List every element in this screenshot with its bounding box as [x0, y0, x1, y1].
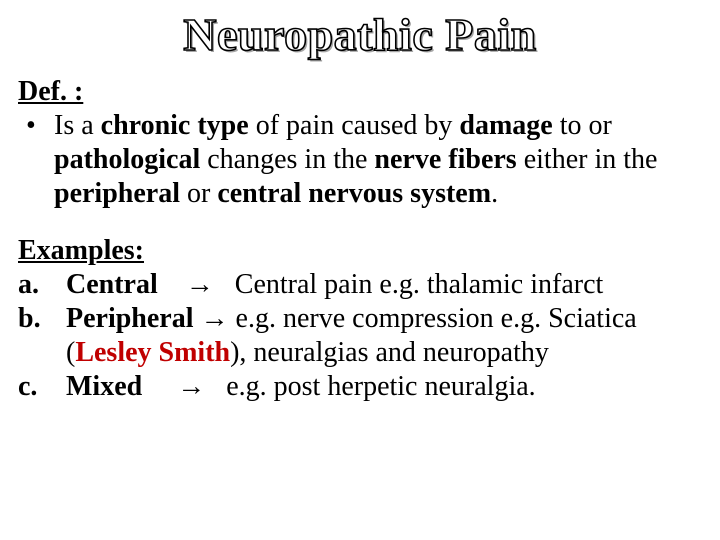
example-category: Mixed [66, 371, 142, 402]
example-rest: e.g. post herpetic neuralgia. [226, 371, 535, 402]
definition-text: Is a chronic type of pain caused by dama… [54, 109, 702, 211]
person-name: Lesley Smith [75, 337, 230, 368]
slide-title: Neuropathic Pain [18, 8, 702, 61]
example-item-b: b. Peripheral → e.g. nerve compression e… [18, 302, 702, 370]
example-text: Central → Central pain e.g. thalamic inf… [66, 268, 702, 302]
example-rest: Central pain e.g. thalamic infarct [235, 269, 604, 300]
arrow-icon: → [177, 370, 205, 404]
example-label: a. [18, 268, 66, 302]
examples-block: Examples: a. Central → Central pain e.g.… [18, 234, 702, 405]
slide: Neuropathic Pain Def. : • Is a chronic t… [0, 0, 720, 540]
arrow-icon: → [201, 302, 229, 336]
example-label: b. [18, 302, 66, 370]
example-label: c. [18, 370, 66, 404]
example-category: Central [66, 269, 158, 300]
definition-bullet: • Is a chronic type of pain caused by da… [18, 109, 702, 211]
definition-block: Def. : • Is a chronic type of pain cause… [18, 75, 702, 212]
definition-heading: Def. : [18, 75, 702, 109]
example-category: Peripheral [66, 303, 194, 334]
examples-heading: Examples: [18, 234, 702, 268]
arrow-icon: → [186, 268, 214, 302]
example-text: Mixed → e.g. post herpetic neuralgia. [66, 370, 702, 404]
example-rest-post: ), neuralgias and neuropathy [230, 337, 549, 368]
example-item-c: c. Mixed → e.g. post herpetic neuralgia. [18, 370, 702, 404]
example-text: Peripheral → e.g. nerve compression e.g.… [66, 302, 702, 370]
bullet-icon: • [18, 109, 54, 211]
example-item-a: a. Central → Central pain e.g. thalamic … [18, 268, 702, 302]
